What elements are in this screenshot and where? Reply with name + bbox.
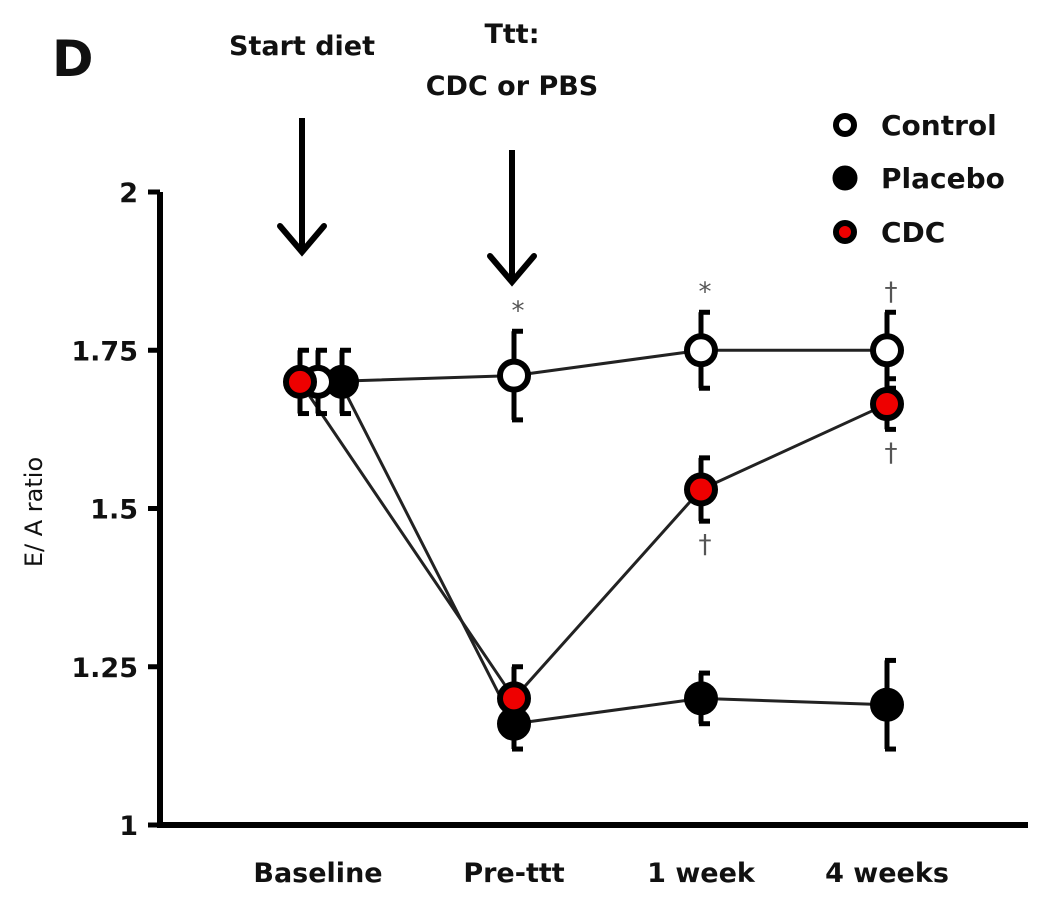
annotation-text: CDC or PBS: [426, 71, 599, 102]
marker-control-1-week: [684, 333, 718, 368]
annotation-text: Start diet: [229, 31, 375, 62]
y-tick-label: 1.25: [71, 653, 138, 684]
legend-marker: [833, 113, 857, 137]
marker-placebo-4-weeks: [870, 687, 904, 722]
x-tick-label: Baseline: [253, 858, 382, 889]
series-line-cdc: [298, 381, 888, 701]
significance-mark: †: [699, 530, 712, 560]
legend-label: CDC: [881, 216, 945, 249]
legend: Control Placebo CDC: [832, 109, 1005, 249]
legend-item-cdc: CDC: [833, 216, 945, 249]
series-line-control: [317, 348, 887, 384]
legend-item-placebo: Placebo: [832, 162, 1005, 195]
significance-mark: *: [699, 277, 712, 307]
y-tick-label: 1.5: [90, 495, 138, 526]
error-bars: [297, 309, 896, 752]
panel-letter: D: [52, 30, 94, 88]
series-line-placebo: [338, 381, 888, 726]
y-tick-label: 1.75: [71, 336, 138, 367]
legend-marker: [832, 165, 858, 191]
marker-control-pre-ttt: [497, 358, 531, 393]
y-tick-label: 2: [119, 178, 138, 209]
marker-control-4-weeks: [870, 333, 904, 368]
marker-cdc-pre-ttt: [497, 681, 531, 716]
arrow-down-icon: [277, 118, 327, 257]
legend-marker: [833, 220, 857, 244]
marker-cdc-1-week: [684, 472, 718, 507]
annotations: Start diet Ttt: CDC or PBS: [229, 19, 599, 287]
markers: [283, 333, 904, 741]
x-tick-label: 4 weeks: [825, 858, 949, 889]
significance-mark: †: [885, 277, 898, 307]
annotation-text: Ttt:: [484, 19, 539, 50]
annotation-start-diet: Start diet: [229, 31, 375, 257]
marker-cdc-baseline: [283, 364, 317, 399]
x-tick-label: 1 week: [647, 858, 756, 889]
legend-label: Control: [881, 109, 997, 142]
significance-mark: †: [885, 438, 898, 468]
series-lines: [298, 348, 888, 726]
marker-cdc-4-weeks: [870, 387, 904, 422]
legend-item-control: Control: [833, 109, 997, 142]
x-tick-label: Pre-ttt: [463, 858, 564, 889]
axes: 1 1.25 1.5 1.75 2 Baseline Pre-ttt 1 week 4 week…: [71, 178, 1028, 889]
marker-placebo-1-week: [684, 681, 718, 716]
y-axis-label: E/ A ratio: [20, 457, 48, 567]
significance-mark: *: [512, 296, 525, 326]
significance-marks: * * † † †: [512, 277, 898, 560]
y-tick-label: 1: [119, 811, 138, 842]
arrow-down-icon: [487, 150, 537, 287]
legend-label: Placebo: [881, 162, 1005, 195]
annotation-treatment: Ttt: CDC or PBS: [426, 19, 599, 287]
